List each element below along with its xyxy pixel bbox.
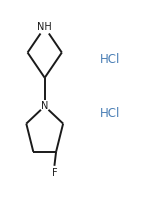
Text: HCl: HCl <box>100 107 120 120</box>
Text: N: N <box>41 101 48 111</box>
Text: F: F <box>52 168 57 178</box>
Text: NH: NH <box>37 22 52 32</box>
Text: HCl: HCl <box>100 53 120 66</box>
